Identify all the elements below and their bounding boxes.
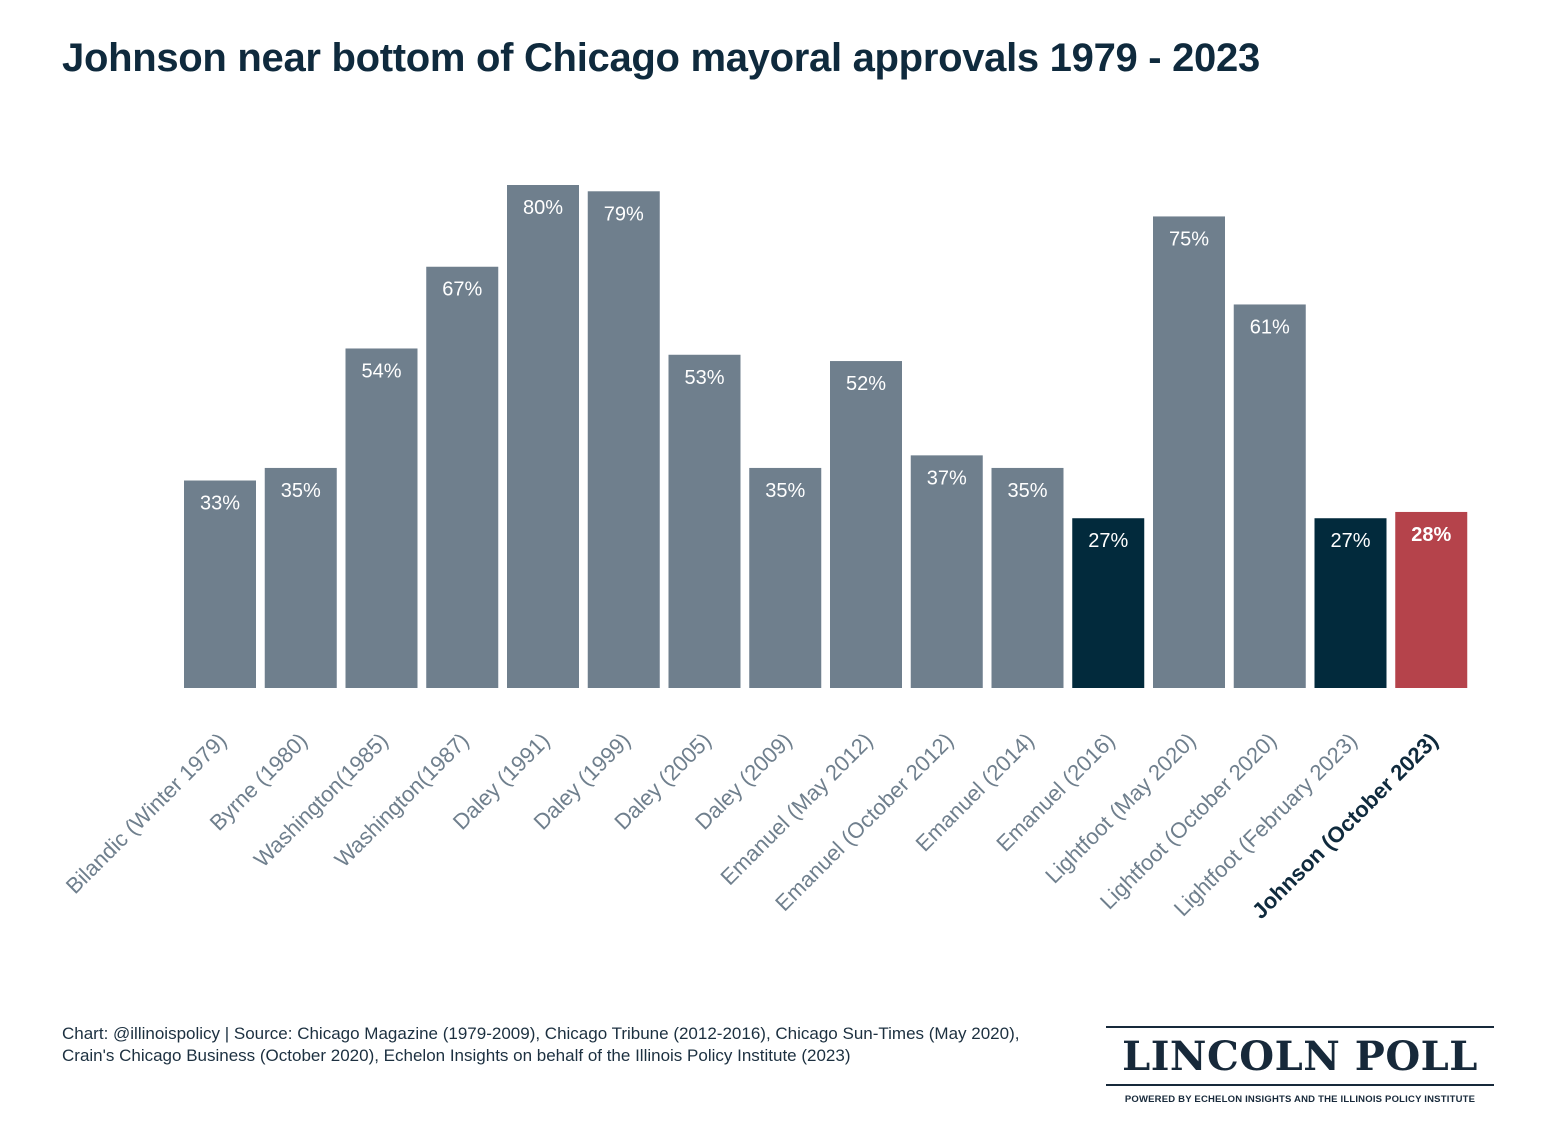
- bar-johnson-october-2023: [1395, 511, 1468, 688]
- bar-emanuel-2014: [991, 467, 1064, 688]
- value-label-lightfoot-may-2020: 75%: [1169, 228, 1209, 250]
- bar-lightfoot-february-2023: [1314, 518, 1387, 688]
- bar-bilandic-winter-1979: [184, 480, 256, 688]
- category-label-bilandic-winter-1979: Bilandic (Winter 1979): [61, 728, 232, 899]
- category-label-washington-1985: Washington(1985): [249, 728, 393, 872]
- bar-daley-1991: [507, 185, 579, 688]
- logo-bottom-rule: [1106, 1084, 1494, 1086]
- value-label-lightfoot-february-2023: 27%: [1330, 530, 1370, 552]
- value-label-daley-2009: 35%: [765, 480, 805, 502]
- bar-emanuel-2016: [1072, 518, 1145, 688]
- value-label-lightfoot-october-2020: 61%: [1250, 316, 1290, 338]
- value-label-daley-2005: 53%: [684, 367, 724, 389]
- category-labels-group: Bilandic (Winter 1979)Byrne (1980)Washin…: [61, 728, 1443, 924]
- value-label-emanuel-2016: 27%: [1088, 530, 1128, 552]
- value-label-daley-1991: 80%: [523, 197, 563, 219]
- value-label-daley-1999: 79%: [604, 203, 644, 225]
- chart-title: Johnson near bottom of Chicago mayoral a…: [62, 36, 1260, 80]
- lincoln-poll-logo: LINCOLN POLL POWERED BY ECHELON INSIGHTS…: [1106, 1026, 1494, 1110]
- category-label-emanuel-may-2012: Emanuel (May 2012): [715, 728, 877, 890]
- category-label-washington-1987: Washington(1987): [330, 728, 474, 872]
- logo-wordmark: LINCOLN POLL: [1122, 1033, 1478, 1080]
- category-label-lightfoot-may-2020: Lightfoot (May 2020): [1040, 728, 1200, 888]
- value-label-johnson-october-2023: 28%: [1411, 524, 1451, 546]
- bar-emanuel-october-2012: [910, 455, 983, 688]
- bar-daley-2005: [668, 354, 741, 688]
- bar-lightfoot-may-2020: [1153, 216, 1225, 688]
- logo-tagline: POWERED BY ECHELON INSIGHTS AND THE ILLI…: [1124, 1094, 1476, 1105]
- value-label-washington-1987: 67%: [442, 279, 482, 301]
- bar-washington-1985: [345, 348, 418, 688]
- bar-daley-1999: [587, 191, 660, 689]
- value-label-washington-1985: 54%: [361, 360, 401, 382]
- bar-washington-1987: [426, 266, 499, 688]
- bar-daley-2009: [749, 467, 822, 688]
- bars-group: [184, 185, 1468, 689]
- value-label-emanuel-may-2012: 52%: [846, 373, 886, 395]
- value-label-emanuel-october-2012: 37%: [927, 467, 967, 489]
- value-labels-group: 33% 35% 54% 67% 80% 79% 53% 35% 52% 37% 35% 27% 75% 6…: [200, 197, 1451, 552]
- value-label-bilandic-winter-1979: 33%: [200, 493, 240, 515]
- bar-lightfoot-october-2020: [1233, 304, 1306, 688]
- bar-emanuel-may-2012: [830, 361, 902, 688]
- value-label-emanuel-2014: 35%: [1007, 480, 1047, 502]
- value-label-byrne-1980: 35%: [281, 480, 321, 502]
- logo-top-rule: [1106, 1026, 1494, 1028]
- bar-byrne-1980: [264, 467, 337, 688]
- source-note: Chart: @illinoispolicy | Source: Chicago…: [62, 1024, 1020, 1065]
- bar-chart: 33% 35% 54% 67% 80% 79% 53% 35% 52% 37% 35% 27% 75% 6…: [61, 185, 1468, 924]
